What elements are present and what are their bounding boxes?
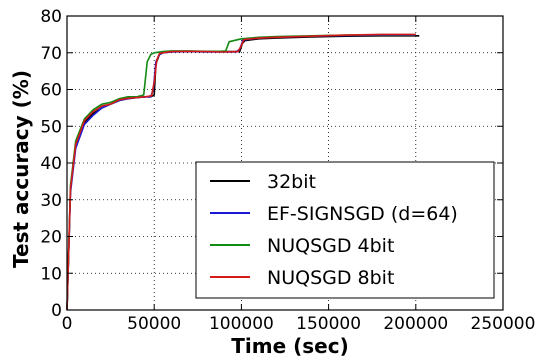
- y-tick-label: 70: [40, 44, 62, 64]
- series-line-3: [66, 33, 416, 311]
- x-tick-label: 150000: [296, 314, 361, 334]
- y-tick-label: 30: [40, 191, 62, 211]
- y-axis-title: Test accuracy (%): [9, 70, 33, 268]
- y-tick-label: 10: [40, 264, 62, 284]
- y-tick-label: 40: [40, 154, 62, 174]
- legend-label: 32bit: [267, 171, 316, 193]
- x-axis-title: Time (sec): [231, 334, 348, 358]
- tick-labels: 0 50000 100000 150000 200000 250000 0 10 20 30 40 5…: [40, 7, 535, 334]
- x-tick-label: 250000: [471, 314, 536, 334]
- y-tick-label: 50: [40, 117, 62, 137]
- legend: 32bit EF-SIGNSGD (d=64) NUQSGD 4bit NUQSGD …: [195, 161, 495, 299]
- y-tick-label: 80: [40, 7, 62, 27]
- legend-label: NUQSGD 8bit: [267, 267, 394, 289]
- legend-box: [195, 161, 495, 299]
- y-tick-label: 60: [40, 81, 62, 101]
- x-tick-label: 100000: [209, 314, 274, 334]
- y-tick-label: 0: [51, 301, 62, 321]
- y-tick-label: 20: [40, 228, 62, 248]
- x-tick-label: 200000: [383, 314, 448, 334]
- x-tick-label: 0: [62, 314, 73, 334]
- axes: [66, 15, 504, 311]
- legend-label: NUQSGD 4bit: [267, 235, 394, 257]
- x-tick-label: 50000: [127, 314, 181, 334]
- series-lines: [66, 33, 420, 311]
- legend-label: EF-SIGNSGD (d=64): [267, 203, 458, 225]
